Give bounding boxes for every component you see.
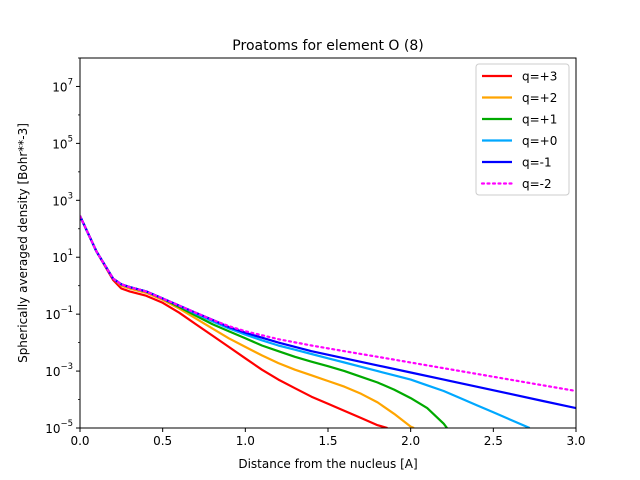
y-tick-label: 10−3 xyxy=(45,362,73,379)
x-tick-label: 1.0 xyxy=(236,434,255,448)
x-axis-label: Distance from the nucleus [A] xyxy=(238,457,417,471)
x-tick-label: 0.0 xyxy=(70,434,89,448)
series-line-q=+2 xyxy=(80,215,415,428)
y-axis-ticks: 10−5 10−3 10−1 101 103 105 107 xyxy=(45,57,80,436)
legend-label: q=+2 xyxy=(522,91,557,105)
series-line-q=-2 xyxy=(80,214,576,393)
legend-label: q=+3 xyxy=(522,70,557,84)
x-tick-label: 2.5 xyxy=(484,434,503,448)
y-tick-label: 107 xyxy=(52,77,73,94)
chart-title: Proatoms for element O (8) xyxy=(232,38,423,54)
legend: q=+3 q=+2 q=+1 q=+0 q=-1 q=-2 xyxy=(475,63,570,196)
y-tick-label: 103 xyxy=(52,191,73,208)
y-axis-label: Spherically averaged density [Bohr**-3] xyxy=(16,123,30,363)
legend-label: q=+1 xyxy=(522,113,557,127)
legend-box xyxy=(475,63,570,196)
y-tick-label: 105 xyxy=(52,134,73,151)
y-tick-label: 10−1 xyxy=(45,305,73,322)
x-tick-label: 3.0 xyxy=(566,434,585,448)
x-axis-ticks: 0.0 0.5 1.0 1.5 2.0 2.5 3.0 xyxy=(70,428,586,448)
y-tick-label: 101 xyxy=(52,248,73,265)
y-tick-label: 10−5 xyxy=(45,419,73,436)
series-lines xyxy=(80,214,576,428)
legend-label: q=-1 xyxy=(522,156,552,170)
legend-label: q=-2 xyxy=(522,177,552,191)
x-tick-label: 2.0 xyxy=(401,434,420,448)
legend-label: q=+0 xyxy=(522,134,557,148)
plot-frame xyxy=(79,57,577,429)
series-line-q=+3 xyxy=(80,215,388,428)
x-tick-label: 1.5 xyxy=(318,434,337,448)
x-tick-label: 0.5 xyxy=(153,434,172,448)
